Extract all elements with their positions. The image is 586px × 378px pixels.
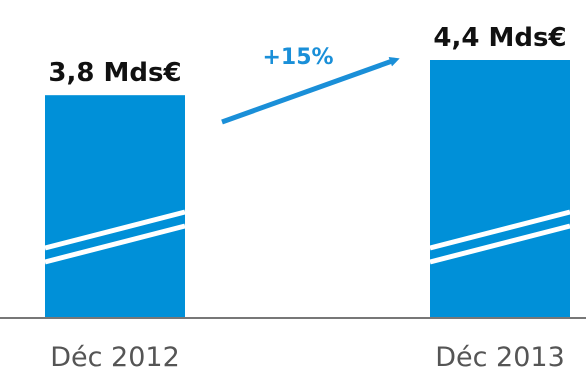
bar-2-break-stripe-1 [429,209,571,251]
bar-1-break-stripe-1 [44,209,186,251]
labels-layer: 3,8 Mds€ Déc 2012 4,4 Mds€ Déc 2013 [48,23,566,373]
x-tick-label-1: Déc 2012 [50,342,180,373]
bar-2-break-stripe-2 [429,223,571,265]
x-tick-label-2: Déc 2013 [435,342,565,373]
growth-label: +15% [262,45,333,70]
bar-1 [45,95,185,318]
bar-2 [430,60,570,318]
bar-1-break-stripe-2 [44,223,186,265]
value-label-1: 3,8 Mds€ [48,58,181,88]
growth-arrow [221,56,400,125]
bars-layer [44,60,571,318]
growth-annotation: +15% [221,45,400,125]
value-label-2: 4,4 Mds€ [433,23,566,53]
